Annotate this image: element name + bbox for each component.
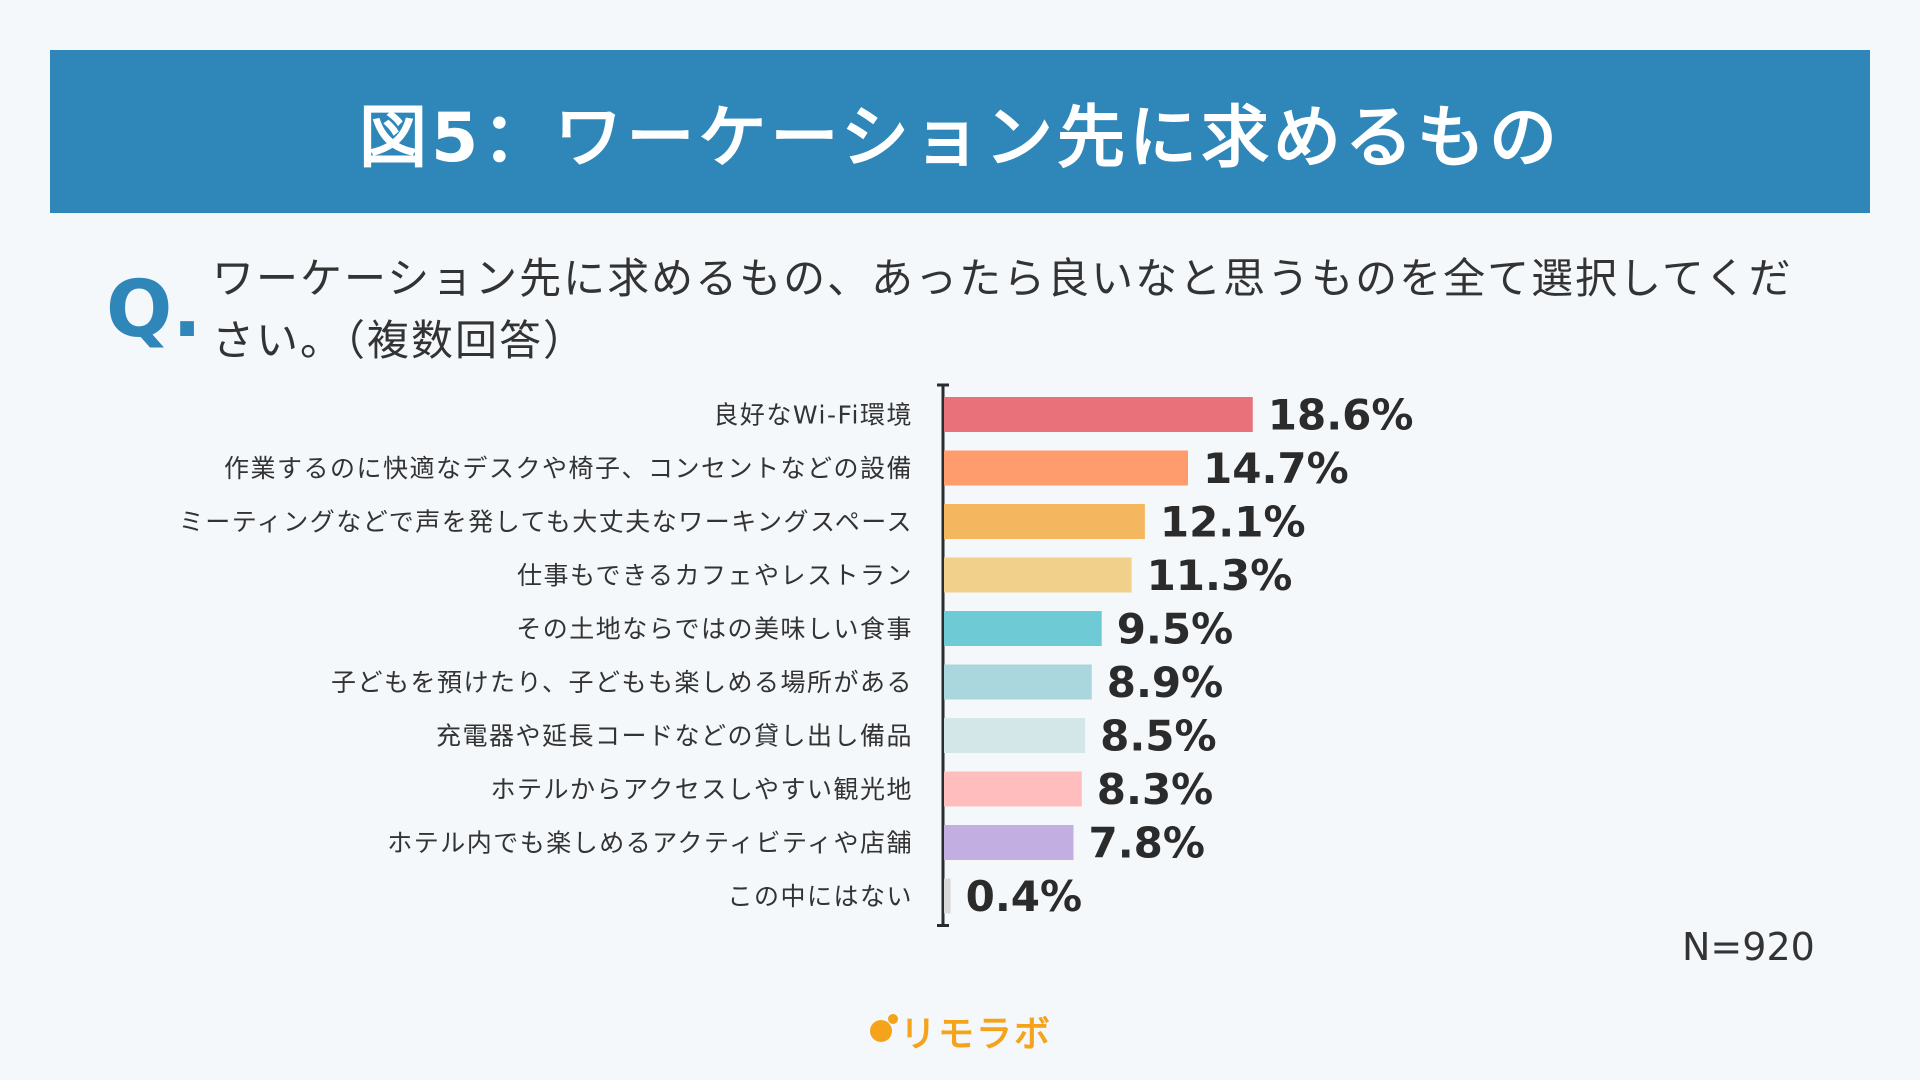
bar <box>944 450 1189 486</box>
title-banner: 図5：ワーケーション先に求めるもの <box>50 50 1870 213</box>
value-label: 8.9% <box>1107 658 1223 707</box>
category-label: 仕事もできるカフェやレストラン <box>517 561 913 590</box>
value-label: 9.5% <box>1117 605 1233 654</box>
bar <box>944 397 1253 432</box>
value-label: 14.7% <box>1203 444 1349 493</box>
value-label: 12.1% <box>1160 498 1306 547</box>
question-text: ワーケーション先に求めるもの、あったら良いなと思うものを全て選択してください。（… <box>212 254 1793 365</box>
question-mark: Q. <box>106 265 202 355</box>
value-label: 18.6% <box>1268 391 1414 440</box>
value-label: 0.4% <box>966 872 1082 921</box>
category-label: ホテル内でも楽しめるアクティビティや店舗 <box>387 829 913 858</box>
value-label: 8.3% <box>1097 765 1213 814</box>
category-label: 子どもを預けたり、子どもも楽しめる場所がある <box>331 668 913 697</box>
category-label: 作業するのに快適なデスクや椅子、コンセントなどの設備 <box>224 454 913 483</box>
value-label: 7.8% <box>1088 819 1204 868</box>
logo-dot-icon <box>870 1014 898 1042</box>
bar <box>944 878 951 914</box>
logo-text: リモラボ <box>900 1014 1053 1055</box>
category-label: ミーティングなどで声を発しても大丈夫なワーキングスペース <box>179 508 913 537</box>
value-label: 11.3% <box>1147 551 1293 600</box>
bar <box>944 557 1132 593</box>
value-label: 8.5% <box>1100 712 1216 761</box>
chart-title: 図5：ワーケーション先に求めるもの <box>359 99 1561 178</box>
bar <box>944 504 1145 539</box>
category-label: その土地ならではの美味しい食事 <box>516 615 913 644</box>
bar <box>944 718 1086 753</box>
bar <box>944 664 1092 700</box>
sample-size-label: N=920 <box>1682 925 1815 969</box>
category-label: 充電器や延長コードなどの貸し出し備品 <box>436 722 913 751</box>
logo: リモラボ <box>870 1005 1052 1057</box>
bar <box>944 825 1074 860</box>
bar <box>944 771 1082 807</box>
category-label: 良好なWi-Fi環境 <box>713 401 913 430</box>
category-label: ホテルからアクセスしやすい観光地 <box>490 775 913 804</box>
bar <box>944 611 1102 646</box>
category-label: この中にはない <box>727 882 913 911</box>
bar-chart: 良好なWi-Fi環境 18.6% 作業するのに快適なデスクや椅子、コンセントなどの設… <box>179 383 1414 927</box>
